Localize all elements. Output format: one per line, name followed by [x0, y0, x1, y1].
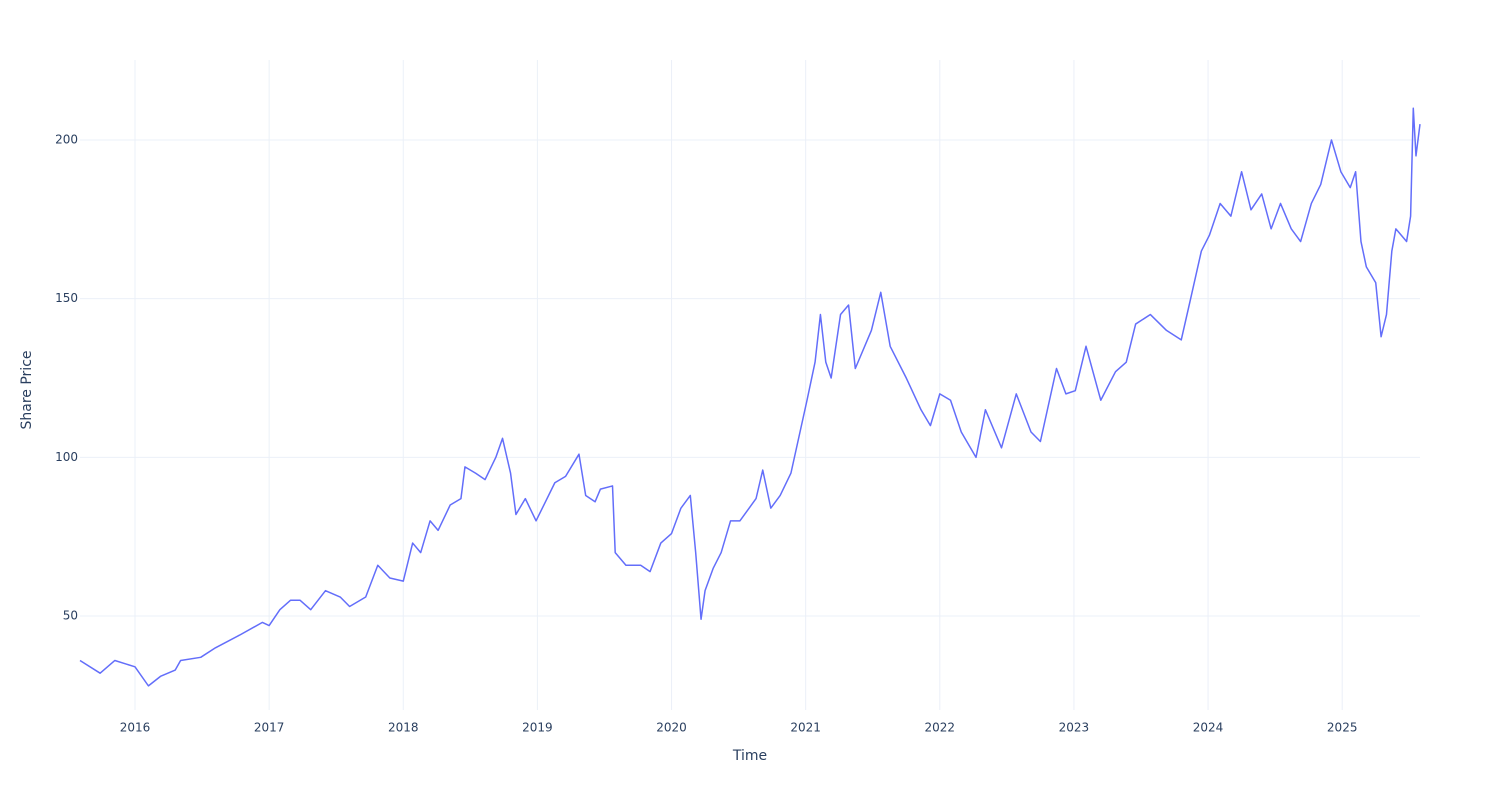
y-tick-label: 50 — [63, 609, 78, 623]
y-tick-label: 100 — [55, 450, 78, 464]
x-tick-label: 2024 — [1193, 721, 1224, 735]
y-tick-label: 200 — [55, 132, 78, 146]
x-tick-label: 2023 — [1059, 721, 1090, 735]
x-tick-label: 2017 — [254, 721, 285, 735]
y-tick-label: 150 — [55, 291, 78, 305]
x-tick-label: 2019 — [522, 721, 553, 735]
x-tick-label: 2022 — [925, 721, 956, 735]
x-tick-label: 2020 — [656, 721, 687, 735]
price-line — [79, 107, 1421, 687]
x-axis-title: Time — [732, 748, 767, 764]
x-tick-label: 2016 — [120, 721, 151, 735]
x-tick-label: 2021 — [790, 721, 821, 735]
grid — [80, 60, 1420, 710]
y-axis-title: Share Price — [19, 350, 35, 429]
x-tick-label: 2018 — [388, 721, 419, 735]
x-tick-label: 2025 — [1327, 721, 1358, 735]
